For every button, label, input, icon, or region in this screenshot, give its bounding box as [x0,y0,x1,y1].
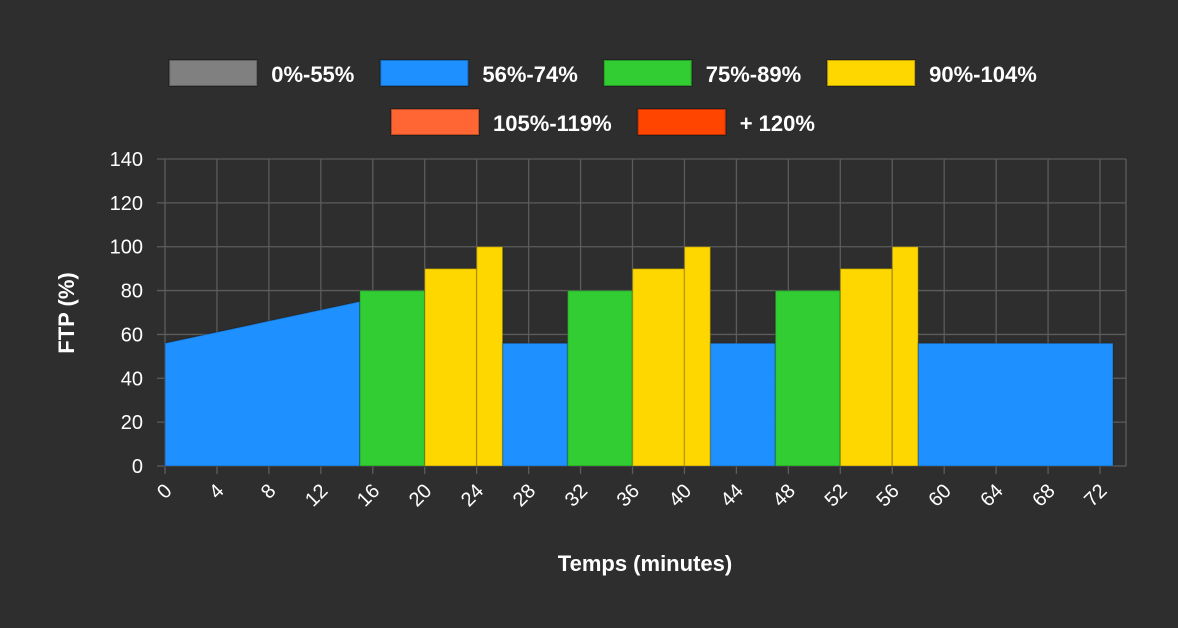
x-axis-title: Temps (minutes) [558,551,732,576]
legend-item[interactable]: 56%-74% [379,59,578,87]
x-tick-label: 72 [1080,480,1111,511]
legend-label: 56%-74% [482,62,577,87]
x-tick-label: 52 [821,480,852,511]
segment-bar[interactable] [164,300,361,467]
segment-bar[interactable] [423,267,478,467]
y-tick-label: 140 [110,149,143,171]
x-tick-label: 24 [457,480,488,511]
segment-bar[interactable] [683,245,712,467]
segment-bar[interactable] [566,289,634,467]
legend-item[interactable]: 75%-89% [602,59,801,87]
segment-bar[interactable] [709,342,777,467]
x-tick-label: 16 [353,480,384,511]
segment-bar[interactable] [359,289,426,467]
y-tick-label: 80 [121,281,143,303]
x-tick-label: 8 [257,480,280,503]
x-tick-label: 36 [613,480,644,511]
y-tick-label: 0 [132,456,143,478]
segment-bar[interactable] [501,342,569,467]
segment-bar[interactable] [475,245,504,467]
y-tick-label: 60 [121,324,143,346]
x-tick-label: 28 [509,480,540,511]
segment-bar[interactable] [631,267,686,467]
y-tick-label: 20 [121,412,143,434]
legend-label: + 120% [740,111,815,136]
x-tick-label: 56 [872,480,903,511]
legend-swatch [636,108,727,136]
legend-label: 105%-119% [493,111,612,136]
legend-swatch [390,108,481,136]
x-tick-label: 60 [924,480,955,511]
x-tick-label: 4 [205,480,228,503]
segment-bar[interactable] [891,245,919,467]
x-tick-label: 68 [1028,480,1059,511]
x-tick-label: 40 [665,480,696,511]
x-tick-label: 20 [405,480,436,511]
x-tick-label: 44 [717,480,748,511]
chart-segments [164,245,1114,467]
legend-swatch [826,59,917,87]
segment-bar[interactable] [774,289,842,467]
legend-label: 0%-55% [271,62,354,87]
x-tick-label: 0 [153,480,176,503]
y-tick-label: 100 [110,237,143,259]
legend-item[interactable]: 105%-119% [390,108,612,136]
legend-label: 75%-89% [706,62,801,87]
legend-swatch [602,59,693,87]
legend-item[interactable]: 0%-55% [168,59,354,87]
y-tick-label: 40 [121,368,143,390]
y-axis-title: FTP (%) [54,272,79,353]
legend-swatch [168,59,259,87]
x-tick-label: 32 [561,480,592,511]
x-tick-label: 64 [976,480,1007,511]
y-tick-label: 120 [110,193,143,215]
segment-bar[interactable] [917,342,1114,467]
legend-swatch [379,59,470,87]
segment-bar[interactable] [839,267,893,467]
chart-legend[interactable]: 0%-55% 56%-74% 75%-89% 90%-104% 105%-119% + 1… [168,59,1037,136]
x-tick-label: 12 [301,480,332,511]
legend-label: 90%-104% [929,62,1037,87]
legend-item[interactable]: 90%-104% [826,59,1037,87]
x-tick-label: 48 [769,480,800,511]
legend-item[interactable]: + 120% [636,108,815,136]
